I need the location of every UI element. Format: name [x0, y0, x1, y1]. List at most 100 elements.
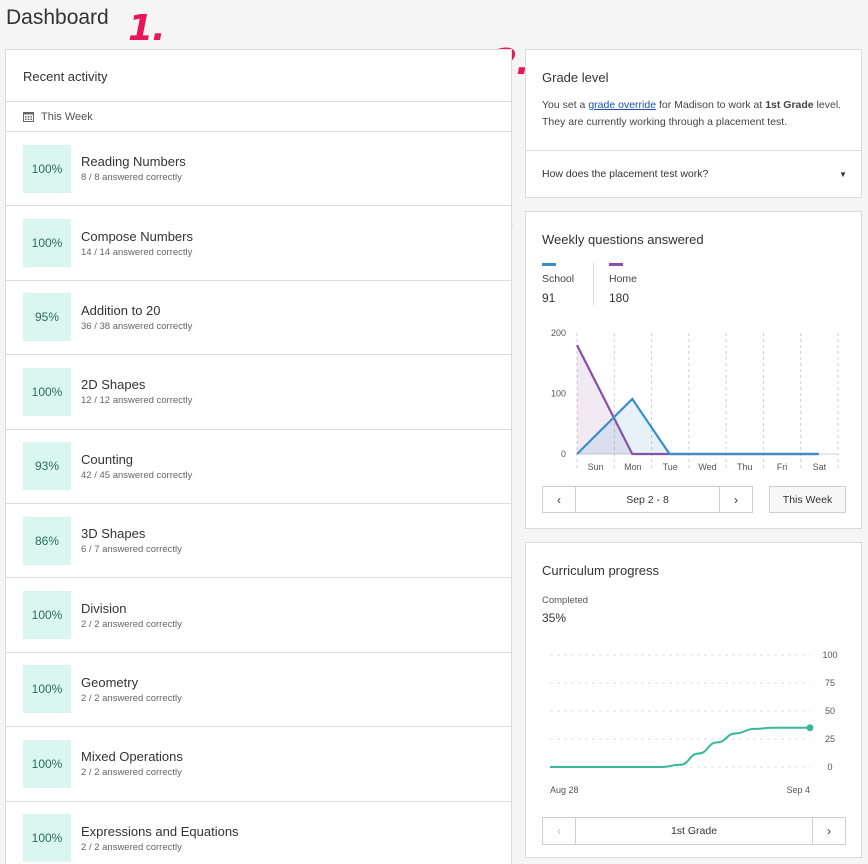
- activity-text: Addition to 20 36 / 38 answered correctly: [81, 303, 192, 332]
- weekly-title: Weekly questions answered: [542, 232, 704, 247]
- activity-row[interactable]: 86% 3D Shapes 6 / 7 answered correctly: [6, 504, 511, 579]
- score-badge: 100%: [23, 144, 71, 193]
- activity-detail: 36 / 38 answered correctly: [81, 320, 193, 332]
- grade-level-title: Grade level: [542, 70, 609, 85]
- activity-row[interactable]: 100% Expressions and Equations 2 / 2 answe…: [6, 802, 511, 864]
- completed-label: Completed: [542, 595, 588, 606]
- activity-detail: 2 / 2 answered correctly: [81, 841, 182, 853]
- week-range-label: Sep 2 - 8: [626, 493, 669, 506]
- activity-title: 2D Shapes: [81, 377, 146, 393]
- legend-swatch: [609, 263, 623, 266]
- calendar-icon: [23, 112, 34, 122]
- recent-activity-title: Recent activity: [6, 50, 511, 102]
- grade-bold: 1st Grade: [765, 99, 814, 111]
- activity-title: Division: [81, 600, 127, 616]
- activity-title: Compose Numbers: [81, 228, 193, 244]
- grade-level-card: Grade level You set a grade override for…: [525, 49, 862, 198]
- activity-detail: 6 / 7 answered correctly: [81, 544, 182, 556]
- grade-text-part: for Madison to work at: [656, 99, 766, 111]
- weekly-questions-card: Weekly questions answered School 91 Home…: [525, 211, 862, 529]
- completed-value: 35%: [542, 611, 567, 625]
- activity-text: Expressions and Equations 2 / 2 answered …: [81, 824, 239, 853]
- activity-row[interactable]: 100% Reading Numbers 8 / 8 answered correc…: [6, 132, 511, 207]
- period-row: This Week: [6, 102, 511, 132]
- activity-detail: 2 / 2 answered correctly: [81, 618, 182, 630]
- activity-text: Geometry 2 / 2 answered correctly: [81, 675, 182, 704]
- score-badge: 100%: [23, 665, 71, 714]
- x-tick-label: Tue: [663, 462, 678, 472]
- activity-text: 2D Shapes 12 / 12 answered correctly: [81, 377, 192, 406]
- y-tick-label: 100: [822, 650, 837, 660]
- prev-week-button[interactable]: ‹: [543, 487, 576, 512]
- activity-detail: 14 / 14 answered correctly: [81, 246, 193, 258]
- y-tick-label: 200: [551, 328, 566, 338]
- score-badge: 95%: [23, 293, 71, 342]
- divider: [526, 150, 861, 151]
- activity-title: Expressions and Equations: [81, 823, 239, 839]
- activity-title: Counting: [81, 451, 134, 467]
- y-tick-label: 0: [561, 449, 566, 459]
- score-badge: 100%: [23, 814, 71, 863]
- activity-text: 3D Shapes 6 / 7 answered correctly: [81, 526, 182, 555]
- weekly-legend: School 91 Home 180: [542, 263, 644, 305]
- activity-row[interactable]: 100% Division 2 / 2 answered correctly: [6, 578, 511, 653]
- week-navigator: ‹ Sep 2 - 8 ›: [542, 486, 753, 513]
- y-tick-label: 100: [551, 389, 566, 399]
- activity-title: Addition to 20: [81, 302, 161, 318]
- activity-text: Mixed Operations 2 / 2 answered correctly: [81, 749, 183, 778]
- y-tick-label: 25: [825, 734, 835, 744]
- x-tick-label: Fri: [777, 462, 788, 472]
- grade-label: 1st Grade: [670, 825, 718, 837]
- x-tick-label: Thu: [737, 462, 753, 472]
- activity-title: Mixed Operations: [81, 749, 183, 765]
- curriculum-progress-card: Curriculum progress Completed 35% 100 75 5…: [525, 542, 862, 858]
- activity-detail: 2 / 2 answered correctly: [81, 767, 182, 779]
- activity-text: Counting 42 / 45 answered correctly: [81, 452, 192, 481]
- activity-title: Geometry: [81, 674, 139, 690]
- activity-row[interactable]: 100% Mixed Operations 2 / 2 answered corre…: [6, 727, 511, 802]
- this-week-button[interactable]: This Week: [769, 486, 846, 513]
- prev-grade-button[interactable]: ‹: [543, 818, 576, 844]
- score-badge: 100%: [23, 367, 71, 416]
- placement-test-accordion[interactable]: How does the placement test work? ▼: [542, 150, 847, 198]
- activity-row[interactable]: 100% 2D Shapes 12 / 12 answered correctly: [6, 355, 511, 430]
- grade-override-link[interactable]: grade override: [588, 99, 657, 111]
- legend-home: Home 180: [593, 263, 644, 305]
- weekly-chart: 200 100 0 Sun Mon Tue Wed Thu Fri Sat: [551, 328, 839, 472]
- grade-text-part: You set a: [542, 99, 589, 111]
- recent-activity-card: Recent activity This Week 100% Reading Nu…: [5, 49, 512, 864]
- activity-text: Reading Numbers 8 / 8 answered correctly: [81, 154, 186, 183]
- score-badge: 100%: [23, 219, 71, 268]
- x-tick-label: Sun: [588, 462, 604, 472]
- legend-swatch: [542, 263, 556, 266]
- x-tick-label: Sat: [813, 462, 827, 472]
- x-tick-label: Wed: [698, 462, 716, 472]
- activity-detail: 2 / 2 answered correctly: [81, 692, 182, 704]
- activity-detail: 42 / 45 answered correctly: [81, 469, 193, 481]
- grade-level-description: You set a grade override for Madison to …: [526, 85, 861, 131]
- activity-text: Division 2 / 2 answered correctly: [81, 601, 182, 630]
- progress-endpoint: [806, 724, 814, 732]
- next-week-button[interactable]: ›: [719, 487, 752, 512]
- score-badge: 100%: [23, 591, 71, 640]
- x-tick-label: Sep 4: [786, 785, 810, 795]
- activity-title: Reading Numbers: [81, 154, 186, 170]
- series-area-home: [577, 345, 819, 454]
- placement-question: How does the placement test work?: [542, 168, 709, 180]
- activity-row[interactable]: 93% Counting 42 / 45 answered correctly: [6, 430, 511, 504]
- caret-down-icon: ▼: [839, 169, 847, 179]
- activity-row[interactable]: 100% Compose Numbers 14 / 14 answered corr…: [6, 206, 511, 281]
- activity-row[interactable]: 95% Addition to 20 36 / 38 answered correc…: [6, 281, 511, 356]
- y-tick-label: 50: [825, 706, 835, 716]
- activity-row[interactable]: 100% Geometry 2 / 2 answered correctly: [6, 653, 511, 728]
- grade-navigator: ‹ 1st Grade ›: [542, 817, 846, 845]
- step-marker-1: 1.: [128, 8, 166, 49]
- progress-line: [550, 726, 810, 768]
- next-grade-button[interactable]: ›: [812, 818, 845, 844]
- x-tick-label: Aug 28: [550, 785, 579, 795]
- activity-detail: 12 / 12 answered correctly: [81, 395, 193, 407]
- activity-title: 3D Shapes: [81, 526, 146, 542]
- legend-school: School 91: [542, 263, 593, 305]
- period-label: This Week: [41, 110, 93, 123]
- series-area-school: [577, 398, 819, 454]
